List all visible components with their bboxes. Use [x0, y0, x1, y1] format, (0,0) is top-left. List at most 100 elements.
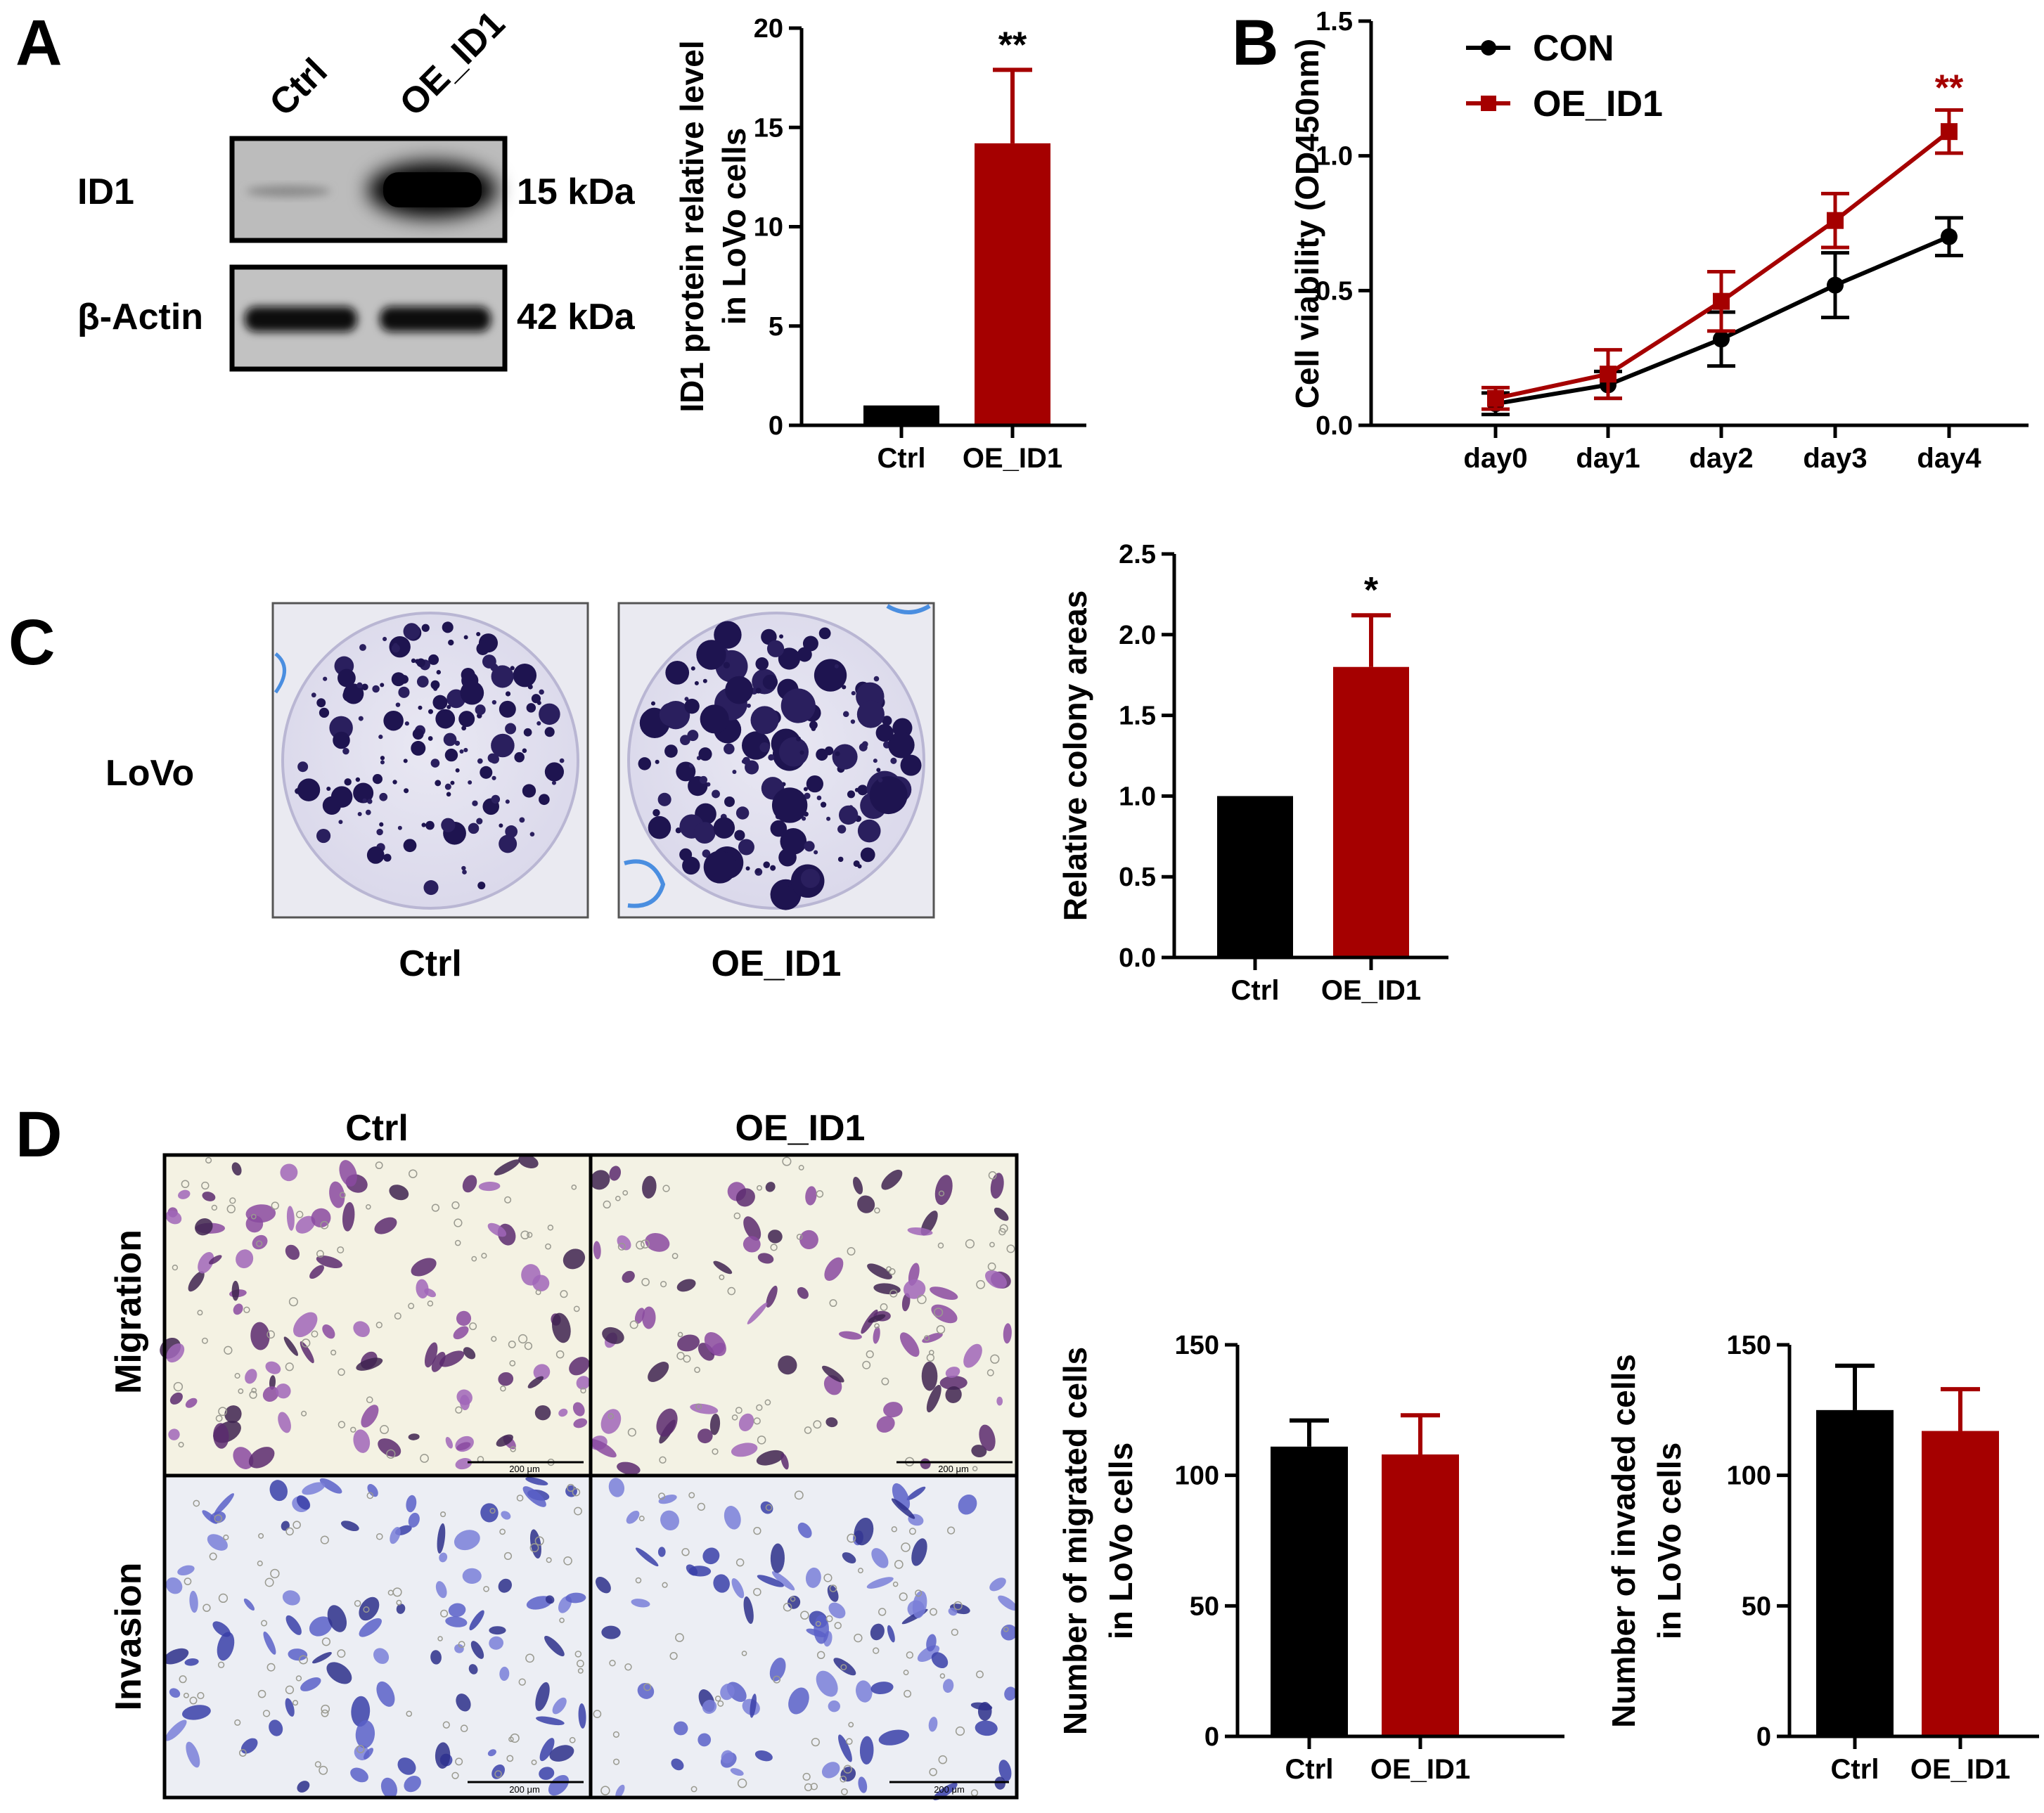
transwell-images: Ctrl OE_ID1 Migration Invasion 200 μm 20…	[108, 1108, 1019, 1800]
pore	[615, 1195, 621, 1201]
cell	[339, 1160, 357, 1187]
colony-dot	[378, 735, 383, 740]
pore	[976, 1670, 984, 1679]
cell	[797, 1522, 812, 1538]
pore	[238, 1749, 247, 1757]
pore	[454, 1218, 463, 1227]
y-tick-label: 100	[1175, 1462, 1219, 1491]
colony-dot	[694, 680, 699, 685]
cell	[445, 1436, 454, 1449]
cell	[674, 1721, 688, 1736]
pore	[972, 1466, 978, 1471]
pore	[662, 1582, 668, 1588]
cell	[920, 1458, 931, 1469]
colony-dot	[755, 688, 761, 694]
cell	[743, 1596, 754, 1624]
pore	[675, 1633, 684, 1642]
cell	[462, 1175, 477, 1193]
pore	[178, 1441, 184, 1448]
scale-text-2: 200 μm	[938, 1464, 969, 1474]
colony-dot	[480, 766, 493, 779]
x-tick-label: day0	[1463, 443, 1527, 474]
cell	[883, 1402, 903, 1418]
cell	[797, 1286, 809, 1299]
pore	[295, 1675, 302, 1682]
colony-dot	[353, 782, 374, 804]
pore	[172, 1264, 179, 1271]
colony-dot	[366, 846, 385, 864]
colony-dot	[688, 763, 693, 768]
cell	[911, 1538, 927, 1566]
cell	[288, 1649, 308, 1661]
cell	[998, 1595, 1018, 1611]
chart-id1-protein: ** 0 5 10 15 20 Ctrl OE_ID1 ID1 protein relative…	[674, 14, 1086, 474]
cell	[833, 1658, 856, 1676]
pore	[288, 1297, 298, 1307]
cell	[195, 1218, 213, 1236]
pore	[375, 1533, 383, 1540]
cell	[866, 1577, 894, 1589]
colony-dot	[523, 728, 532, 737]
cell	[489, 1636, 504, 1650]
cell	[501, 1511, 511, 1520]
colony-dot	[463, 635, 468, 640]
cell	[245, 1369, 257, 1384]
pore	[189, 1696, 198, 1705]
cell	[698, 1733, 712, 1747]
cell	[558, 1408, 568, 1417]
pore	[500, 1385, 506, 1392]
colony-dot	[684, 698, 700, 714]
colony-dot	[435, 780, 442, 787]
cell	[887, 1625, 895, 1643]
pore	[510, 1446, 516, 1452]
colony-dot	[392, 780, 397, 785]
colony-dot	[712, 789, 720, 799]
cell	[816, 1670, 838, 1697]
cell	[873, 1326, 880, 1344]
cell	[635, 1547, 659, 1567]
x-tick-label: Ctrl	[878, 443, 926, 474]
cell	[300, 1677, 321, 1691]
cell	[989, 1577, 1006, 1592]
pore	[735, 1558, 745, 1567]
y-axis-label: in LoVo cells	[1651, 1443, 1688, 1639]
colony-dot	[491, 794, 501, 804]
cell	[545, 1595, 555, 1604]
colony-images: LoVo Ctrl OE_ID1	[105, 602, 935, 984]
cell	[747, 1302, 768, 1324]
colony-dot	[854, 787, 859, 792]
cell	[596, 1576, 611, 1594]
pore	[899, 1592, 908, 1601]
cell	[903, 1279, 926, 1299]
cell	[975, 1720, 998, 1736]
cell	[870, 1682, 894, 1695]
pore	[695, 1403, 702, 1410]
pore	[600, 1786, 610, 1795]
cell	[276, 1383, 291, 1399]
cell	[698, 1428, 713, 1444]
pore	[238, 1388, 244, 1394]
pore	[697, 1502, 705, 1511]
y-axis-label: ID1 protein relative level	[674, 40, 710, 412]
colony-dot	[476, 631, 481, 637]
cell	[901, 1293, 911, 1312]
colony-dot	[876, 768, 881, 773]
cell	[166, 1343, 185, 1363]
cell	[671, 1758, 684, 1771]
colony-dot	[404, 788, 409, 794]
transwell-col-ctrl: Ctrl	[345, 1108, 409, 1149]
cell	[658, 1495, 677, 1504]
x-tick-label: OE_ID1	[1910, 1754, 2010, 1785]
cell	[907, 1227, 933, 1236]
chart-colony-area: * 0.0 0.5 1.0 1.5 2.0 2.5 Ctrl OE_ID1 Relative co…	[1057, 540, 1448, 1006]
scale-text-4: 200 μm	[934, 1784, 965, 1795]
pore	[337, 1649, 346, 1658]
pore	[494, 1770, 502, 1778]
pore	[765, 1504, 773, 1511]
colony-label-ctrl: Ctrl	[399, 943, 462, 984]
pore	[810, 1783, 818, 1791]
colony-dot	[850, 719, 856, 724]
cell	[709, 1413, 721, 1435]
colony-dot	[780, 688, 816, 723]
